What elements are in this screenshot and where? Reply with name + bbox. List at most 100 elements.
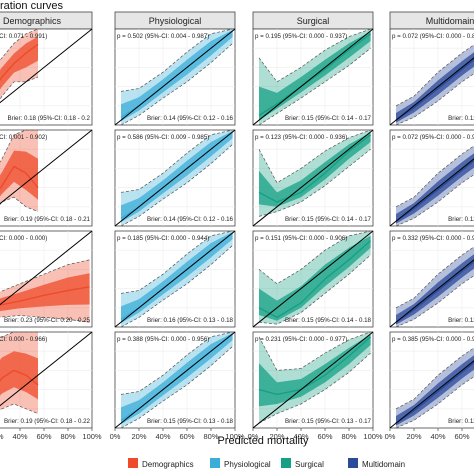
brier-label: Brier: 0.15 (95%-CI: 0.13 - 0.18 bbox=[147, 418, 234, 425]
panel-r2-demographics: 44 (95%-CI: 0.001 - 0.902) Brier: 0.19 (9… bbox=[0, 129, 93, 227]
x-tick-label: 80% bbox=[60, 432, 75, 441]
panel-r4-multidomain: p = 0.385 (95%-CI: 0.000 - 0.930) Brier: … bbox=[389, 331, 474, 429]
confidence-band-inner bbox=[259, 334, 371, 407]
panel-r3-physiological: p = 0.185 (95%-CI: 0.000 - 0.944) Brier: … bbox=[114, 230, 236, 328]
identity-line bbox=[0, 129, 93, 205]
strip-demographics: Demographics bbox=[0, 11, 93, 30]
x-tick-label: 20% bbox=[406, 432, 421, 441]
brier-label: Brier: 0.15 (95%-CI: 0.13 - 0.17 bbox=[285, 418, 372, 425]
p-value-label: p = 0.586 (95%-CI: 0.009 - 0.985) bbox=[117, 134, 209, 141]
confidence-band-inner bbox=[0, 150, 38, 200]
calibration-curve bbox=[258, 240, 372, 319]
calibration-curve bbox=[258, 336, 372, 396]
brier-label: Brier: 0.12 (95%-CI: 0 bbox=[448, 115, 474, 122]
x-tick-label: 80% bbox=[203, 432, 218, 441]
legend-item-demographics: Demographics bbox=[128, 458, 194, 469]
p-value-label: p = 0.151 (95%-CI: 0.000 - 0.906) bbox=[255, 235, 347, 242]
strip-label: Multidomain bbox=[426, 16, 474, 26]
brier-label: Brier: 0.18 (95%-CI: 0.18 - 0.2 bbox=[7, 115, 90, 122]
x-tick-label: 20% bbox=[269, 432, 284, 441]
brier-label: Brier: 0.23 (95%-CI: 0.20 - 0.25 bbox=[4, 317, 91, 324]
x-tick-label: 60% bbox=[317, 432, 332, 441]
x-tick-label: 0% bbox=[248, 432, 259, 441]
calibration-curve bbox=[258, 134, 372, 203]
brier-label: Brier: 0.15 (95%-CI: 0.14 - 0.17 bbox=[285, 115, 372, 122]
band-lower-line bbox=[395, 275, 474, 328]
band-upper-line bbox=[120, 129, 233, 193]
identity-line bbox=[252, 331, 374, 429]
band-upper-line bbox=[258, 129, 371, 184]
x-tick-label: 20% bbox=[0, 432, 4, 441]
p-value-label: 06 (95%-CI: 0.071 - 0.991) bbox=[0, 33, 47, 40]
band-upper-line bbox=[395, 347, 474, 410]
p-value-label: 44 (95%-CI: 0.001 - 0.902) bbox=[0, 134, 47, 141]
strip-physiological: Physiological bbox=[114, 11, 236, 30]
calibration-curve bbox=[395, 361, 474, 424]
band-lower-line bbox=[395, 376, 474, 429]
p-value-label: p = 0.385 (95%-CI: 0.000 - 0.930) bbox=[392, 336, 474, 343]
legend-swatch bbox=[210, 458, 220, 468]
confidence-band-inner bbox=[259, 132, 371, 207]
identity-line bbox=[114, 230, 236, 328]
x-tick-label: 100% bbox=[82, 432, 102, 441]
band-lower-line bbox=[258, 47, 371, 126]
band-lower-line bbox=[0, 196, 39, 212]
identity-line bbox=[114, 28, 236, 126]
identity-line bbox=[0, 331, 93, 407]
panel-background bbox=[0, 28, 93, 126]
band-lower-line bbox=[0, 76, 39, 101]
p-value-label: p = 0.072 (95%-CI: 0.000 - 0.854) bbox=[392, 33, 474, 40]
band-lower-line bbox=[120, 346, 233, 429]
calibration-curve bbox=[0, 43, 39, 82]
x-tick-label: 40% bbox=[293, 432, 308, 441]
legend-label: Demographics bbox=[142, 460, 194, 469]
legend-label: Surgical bbox=[295, 460, 324, 469]
band-upper-line bbox=[258, 331, 371, 371]
brier-label: Brier: 0.15 (95%-CI: 0.14 - 0.17 bbox=[285, 216, 372, 223]
band-upper-line bbox=[395, 44, 474, 107]
identity-line bbox=[0, 28, 93, 104]
brier-label: Brier: 0.15 (95%-CI: 0.14 - 0.18 bbox=[285, 317, 372, 324]
identity-line bbox=[389, 360, 474, 429]
x-tick-label: 20% bbox=[131, 432, 146, 441]
calibration-curve bbox=[0, 369, 39, 386]
band-lower-line bbox=[0, 403, 39, 414]
band-upper-line bbox=[258, 28, 371, 83]
legend-item-physiological: Physiological bbox=[210, 458, 271, 469]
legend-swatch bbox=[128, 458, 138, 468]
brier-label: Brier: 0.14 (95%-CI: 0.12 - 0.16 bbox=[147, 115, 234, 122]
panel-r4-physiological: p = 0.388 (95%-CI: 0.000 - 0.956) Brier: … bbox=[114, 331, 236, 429]
figure-title: ration curves bbox=[0, 0, 63, 12]
legend-item-surgical: Surgical bbox=[281, 458, 324, 469]
identity-line bbox=[389, 259, 474, 328]
p-value-label: p = 0.388 (95%-CI: 0.000 - 0.956) bbox=[117, 336, 209, 343]
panel-r2-surgical: p = 0.123 (95%-CI: 0.000 - 0.936) Brier: … bbox=[252, 129, 374, 227]
x-tick-label: 0% bbox=[110, 432, 121, 441]
legend-swatch bbox=[281, 458, 291, 468]
panel-r4-demographics: 45 (95%-CI: 0.000 - 0.966) Brier: 0.19 (9… bbox=[0, 331, 93, 429]
band-lower-line bbox=[395, 174, 474, 227]
legend-label: Physiological bbox=[224, 460, 271, 469]
identity-line bbox=[389, 158, 474, 227]
identity-line bbox=[252, 129, 374, 227]
band-lower-line bbox=[120, 245, 233, 328]
band-upper-line bbox=[395, 145, 474, 208]
p-value-label: p = 0.231 (95%-CI: 0.000 - 0.977) bbox=[255, 336, 347, 343]
brier-label: Brier: 0.14 (95%-CI: 0.12 - 0.16 bbox=[147, 216, 234, 223]
identity-line bbox=[252, 28, 374, 126]
identity-line bbox=[114, 331, 236, 429]
legend: Demographics Physiological Surgical Multido… bbox=[128, 458, 405, 469]
x-tick-label: 0% bbox=[385, 432, 396, 441]
strip-multidomain: Multidomain bbox=[389, 11, 474, 30]
band-upper-line bbox=[120, 230, 233, 294]
p-value-label: p = 0.123 (95%-CI: 0.000 - 0.936) bbox=[255, 134, 347, 141]
band-upper-line bbox=[120, 28, 233, 92]
confidence-band-inner bbox=[0, 351, 38, 400]
x-tick-label: 40% bbox=[12, 432, 27, 441]
x-tick-label: 40% bbox=[430, 432, 445, 441]
calibration-curve bbox=[395, 159, 474, 222]
x-tick-label: 80% bbox=[341, 432, 356, 441]
band-lower-line bbox=[258, 148, 371, 217]
legend-swatch bbox=[348, 458, 358, 468]
